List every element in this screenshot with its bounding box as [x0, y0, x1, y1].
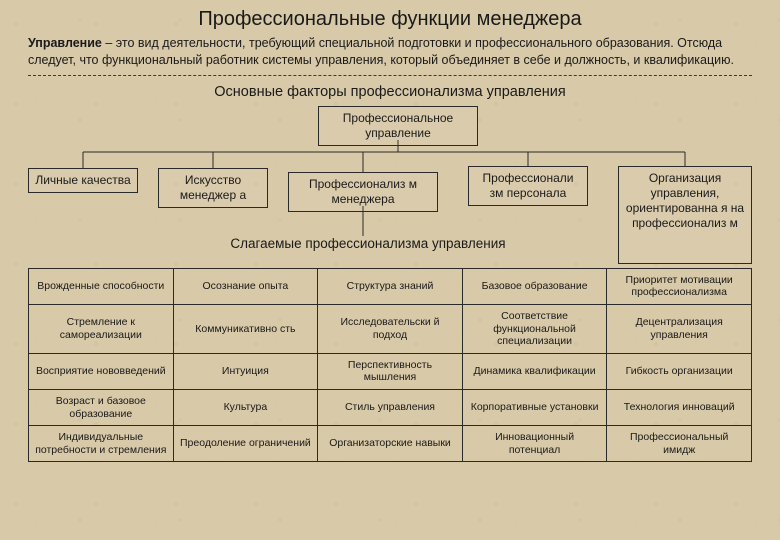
- table-cell: Инновационный потенциал: [462, 426, 607, 462]
- table-row: Стремление к самореализацииКоммуникативн…: [29, 304, 752, 353]
- table-cell: Профессиональный имидж: [607, 426, 752, 462]
- table-cell: Восприятие нововведений: [29, 353, 174, 389]
- components-table: Врожденные способностиОсознание опытаСтр…: [28, 268, 752, 463]
- subheading: Основные факторы профессионализма управл…: [28, 84, 752, 100]
- table-cell: Соответствие функциональной специализаци…: [462, 304, 607, 353]
- root-node: Профессиональное управление: [318, 106, 478, 146]
- table-cell: Исследовательски й подход: [318, 304, 463, 353]
- table-cell: Возраст и базовое образование: [29, 389, 174, 425]
- intro-text: – это вид деятельности, требующий специа…: [28, 36, 734, 67]
- page-title: Профессиональные функции менеджера: [28, 8, 752, 31]
- table-cell: Гибкость организации: [607, 353, 752, 389]
- child-node-5: Организация управления, ориентированна я…: [618, 166, 752, 264]
- table-cell: Корпоративные установки: [462, 389, 607, 425]
- table-cell: Децентрализация управления: [607, 304, 752, 353]
- table-cell: Индивидуальные потребности и стремления: [29, 426, 174, 462]
- table-body: Врожденные способностиОсознание опытаСтр…: [29, 268, 752, 462]
- table-cell: Преодоление ограничений: [173, 426, 318, 462]
- table-cell: Коммуникативно сть: [173, 304, 318, 353]
- tree-diagram: Профессиональное управление Личные качес…: [28, 106, 752, 276]
- child-node-3: Профессионализ м менеджера: [288, 172, 438, 212]
- components-label: Слагаемые профессионализма управления: [208, 236, 528, 251]
- table-cell: Динамика квалификации: [462, 353, 607, 389]
- table-row: Индивидуальные потребности и стремленияП…: [29, 426, 752, 462]
- table-cell: Стиль управления: [318, 389, 463, 425]
- child-node-2: Искусство менеджер а: [158, 168, 268, 208]
- table-cell: Культура: [173, 389, 318, 425]
- table-cell: Организаторские навыки: [318, 426, 463, 462]
- divider: [28, 75, 752, 76]
- intro-paragraph: Управление – это вид деятельности, требу…: [28, 35, 752, 69]
- table-row: Возраст и базовое образованиеКультураСти…: [29, 389, 752, 425]
- table-cell: Перспективность мышления: [318, 353, 463, 389]
- table-cell: Интуиция: [173, 353, 318, 389]
- child-node-1: Личные качества: [28, 168, 138, 193]
- table-row: Восприятие нововведенийИнтуицияПерспекти…: [29, 353, 752, 389]
- child-node-4: Профессионали зм персонала: [468, 166, 588, 206]
- table-cell: Технология инноваций: [607, 389, 752, 425]
- table-cell: Стремление к самореализации: [29, 304, 174, 353]
- intro-bold: Управление: [28, 36, 102, 50]
